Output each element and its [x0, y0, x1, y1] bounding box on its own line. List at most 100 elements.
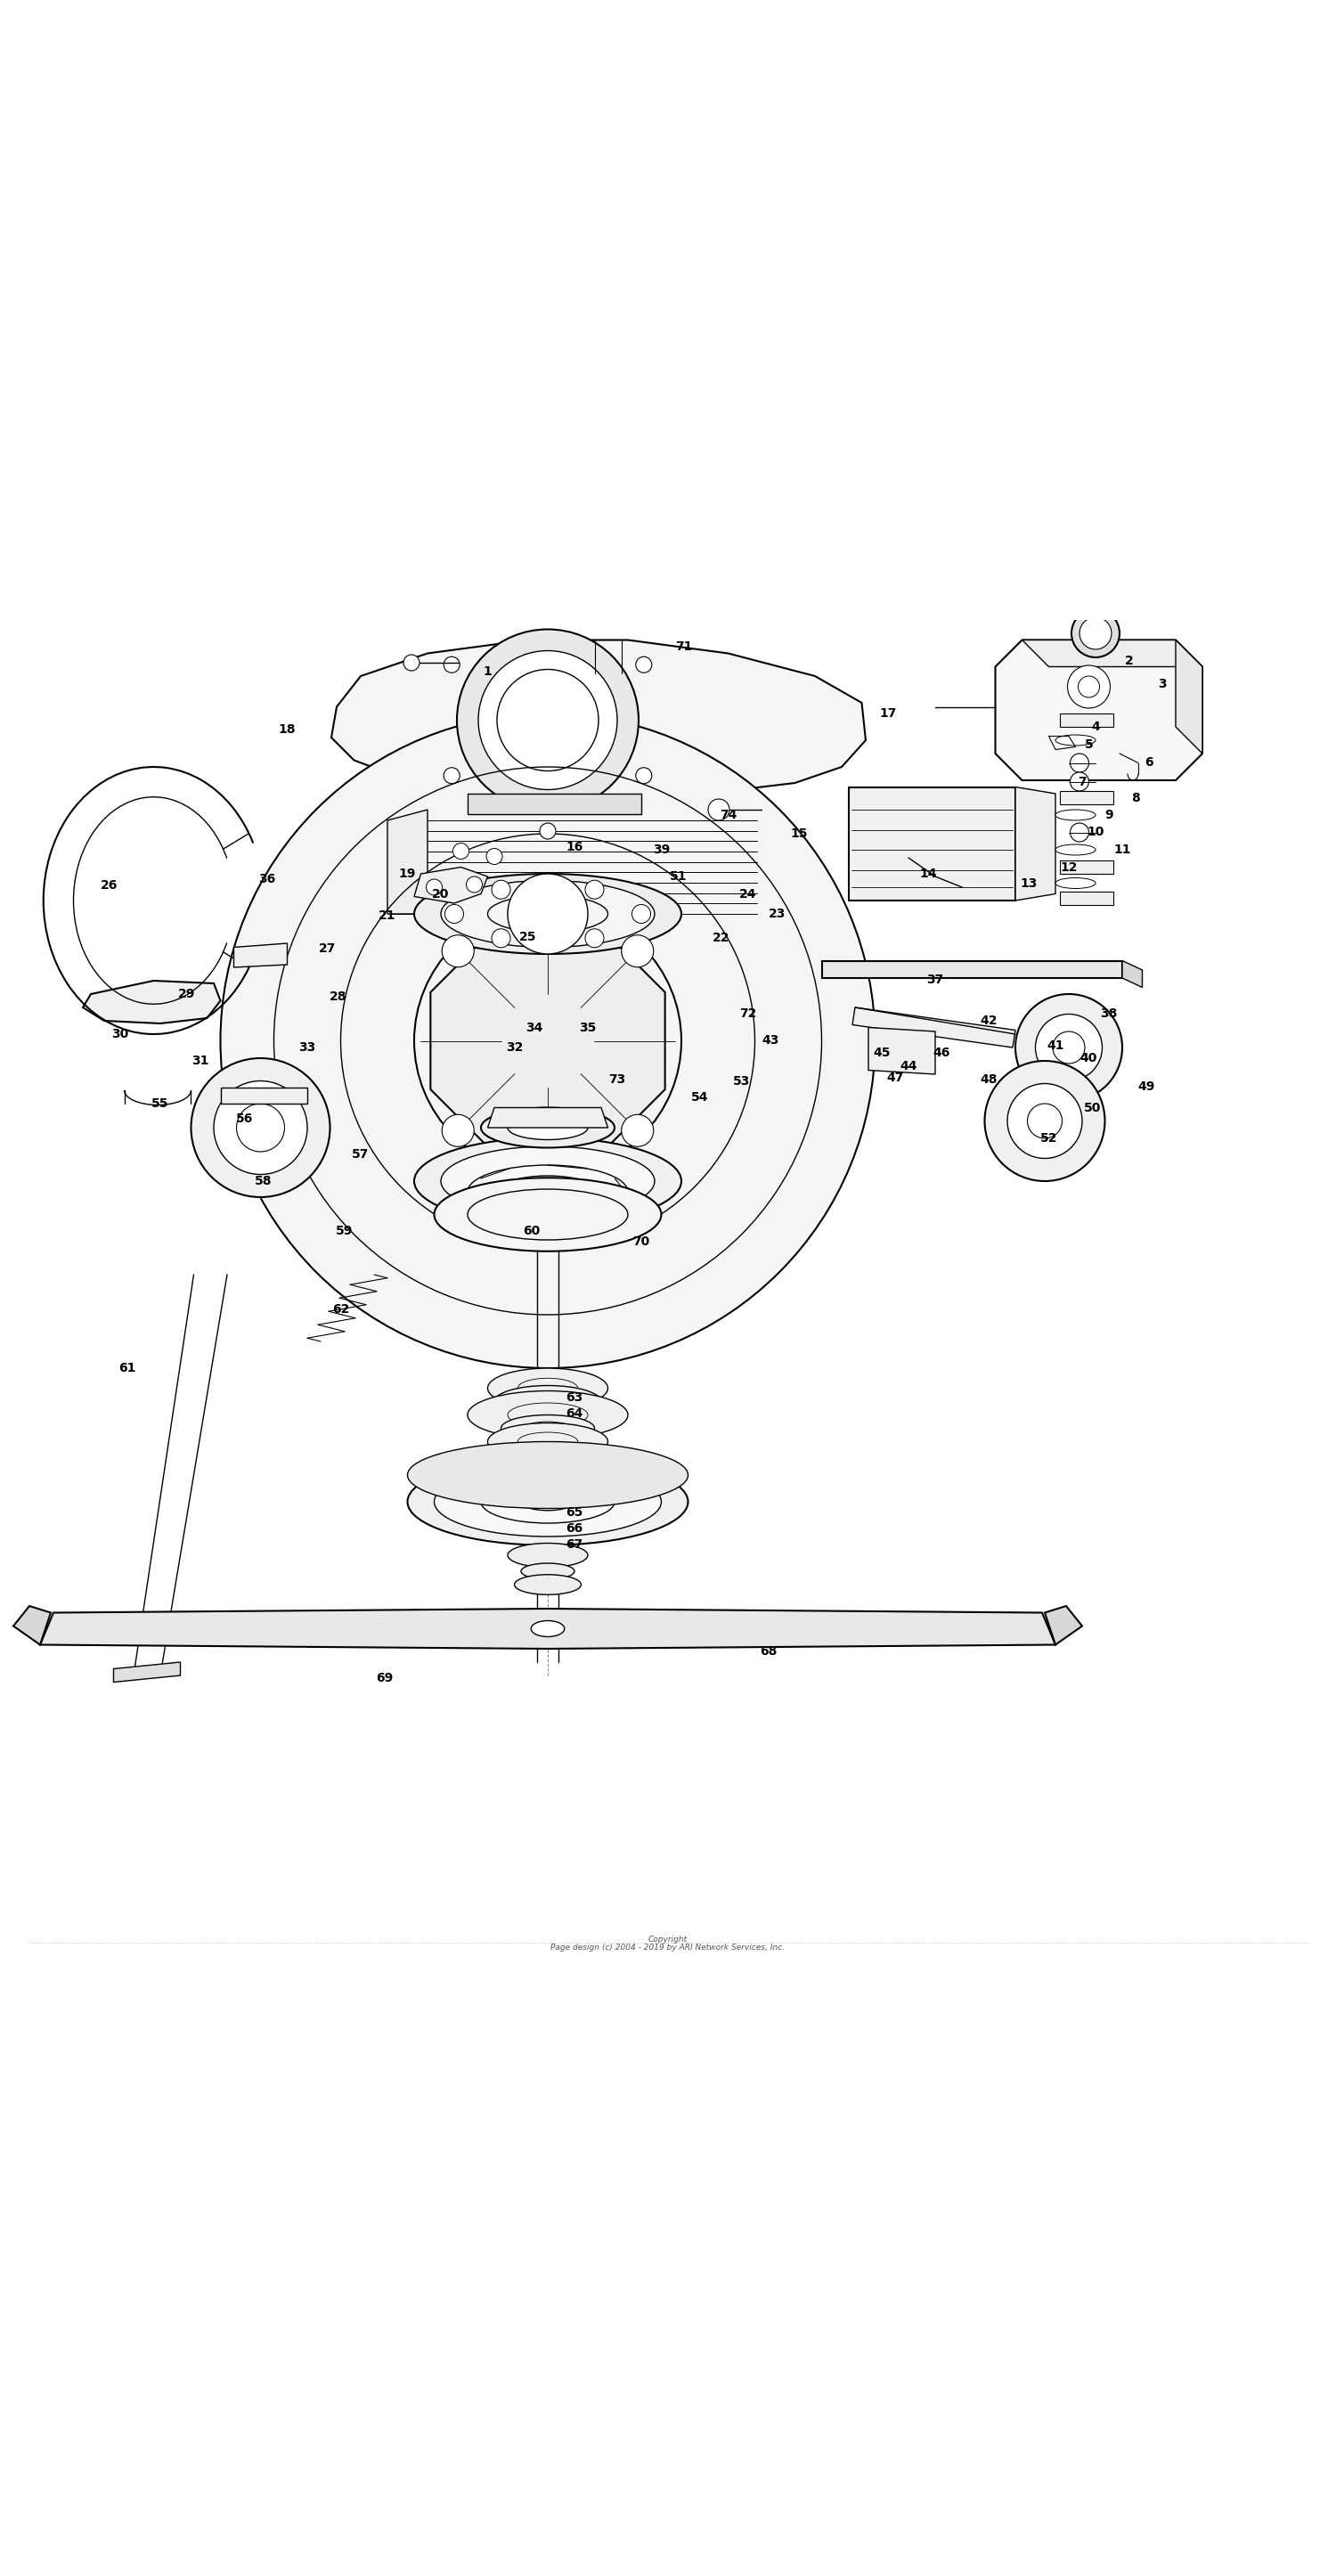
Polygon shape	[488, 1108, 608, 1128]
Polygon shape	[13, 1605, 51, 1643]
Ellipse shape	[414, 1139, 681, 1224]
Circle shape	[1067, 665, 1110, 708]
Circle shape	[1007, 1084, 1082, 1159]
Ellipse shape	[1055, 845, 1096, 855]
Text: 42: 42	[979, 1015, 997, 1028]
Text: 7: 7	[1078, 775, 1086, 788]
Polygon shape	[331, 639, 866, 793]
Polygon shape	[852, 1007, 1015, 1048]
Polygon shape	[40, 1607, 1055, 1649]
Ellipse shape	[1055, 734, 1096, 744]
Polygon shape	[220, 1087, 307, 1103]
Text: Page design (c) 2004 - 2019 by ARI Network Services, Inc.: Page design (c) 2004 - 2019 by ARI Netwo…	[550, 1942, 786, 1953]
Text: 24: 24	[740, 889, 756, 899]
Ellipse shape	[1055, 809, 1096, 819]
Text: 38: 38	[1101, 1007, 1117, 1020]
Polygon shape	[1176, 639, 1202, 755]
Text: 18: 18	[278, 724, 297, 737]
Ellipse shape	[508, 1115, 588, 1139]
Text: 43: 43	[763, 1036, 779, 1046]
Circle shape	[1053, 1030, 1085, 1064]
Text: 60: 60	[524, 1224, 540, 1236]
Text: 44: 44	[900, 1059, 916, 1072]
Polygon shape	[468, 793, 641, 814]
Circle shape	[453, 842, 469, 860]
Ellipse shape	[521, 1188, 574, 1208]
Text: 23: 23	[770, 907, 786, 920]
Text: 50: 50	[1085, 1103, 1101, 1113]
Circle shape	[585, 930, 604, 948]
Polygon shape	[995, 639, 1202, 781]
Circle shape	[1070, 755, 1089, 773]
Text: 45: 45	[874, 1046, 890, 1059]
Circle shape	[403, 654, 420, 670]
Circle shape	[492, 881, 510, 899]
Text: 17: 17	[880, 708, 896, 719]
Circle shape	[585, 881, 604, 899]
Circle shape	[191, 1059, 330, 1198]
Text: 14: 14	[919, 868, 938, 881]
Ellipse shape	[468, 1391, 628, 1440]
Text: Copyright: Copyright	[648, 1937, 688, 1945]
Polygon shape	[430, 925, 665, 1159]
Text: 65: 65	[566, 1507, 582, 1520]
Circle shape	[442, 1115, 474, 1146]
Circle shape	[636, 657, 652, 672]
Ellipse shape	[414, 873, 681, 953]
Polygon shape	[1122, 961, 1142, 987]
Ellipse shape	[488, 1368, 608, 1409]
Circle shape	[540, 600, 556, 618]
Circle shape	[508, 999, 588, 1082]
Polygon shape	[822, 961, 1122, 979]
Ellipse shape	[488, 1422, 608, 1461]
Text: 68: 68	[760, 1646, 776, 1656]
Text: 52: 52	[1039, 1131, 1058, 1144]
Text: 48: 48	[979, 1074, 997, 1087]
Ellipse shape	[481, 1108, 615, 1149]
Polygon shape	[414, 868, 488, 904]
Text: 30: 30	[112, 1028, 128, 1041]
Ellipse shape	[1055, 878, 1096, 889]
Circle shape	[632, 904, 651, 922]
Circle shape	[1070, 773, 1089, 791]
Circle shape	[426, 878, 442, 896]
Circle shape	[444, 768, 460, 783]
Text: 58: 58	[254, 1175, 273, 1188]
Text: 26: 26	[102, 878, 118, 891]
Circle shape	[236, 1103, 285, 1151]
Circle shape	[497, 670, 599, 770]
Ellipse shape	[407, 1458, 688, 1546]
Text: 1: 1	[484, 665, 492, 677]
Circle shape	[1070, 824, 1089, 842]
Text: 6: 6	[1145, 757, 1153, 770]
Text: 16: 16	[566, 840, 582, 853]
Text: 9: 9	[1105, 809, 1113, 822]
Text: 25: 25	[518, 930, 536, 943]
Circle shape	[1071, 611, 1120, 657]
Ellipse shape	[508, 1543, 588, 1566]
Ellipse shape	[441, 881, 655, 948]
Text: 40: 40	[1081, 1051, 1097, 1064]
Text: 73: 73	[609, 1074, 625, 1087]
Circle shape	[478, 652, 617, 791]
Text: 41: 41	[1047, 1041, 1063, 1054]
Text: 10: 10	[1088, 827, 1104, 840]
Text: 29: 29	[179, 987, 195, 999]
Circle shape	[621, 935, 653, 966]
Polygon shape	[848, 786, 1015, 902]
Text: 3: 3	[1158, 677, 1166, 690]
Text: 59: 59	[337, 1224, 353, 1236]
Circle shape	[540, 824, 556, 840]
Text: 34: 34	[526, 1020, 542, 1033]
Text: 63: 63	[566, 1391, 582, 1404]
Text: 71: 71	[676, 641, 692, 652]
Text: 72: 72	[740, 1007, 756, 1020]
Text: 22: 22	[713, 933, 729, 945]
Circle shape	[1035, 1015, 1102, 1082]
Text: 11: 11	[1114, 842, 1130, 855]
Text: 51: 51	[669, 871, 687, 884]
Text: 66: 66	[566, 1522, 582, 1535]
Text: 35: 35	[580, 1020, 596, 1033]
Text: 46: 46	[934, 1046, 950, 1059]
Text: 62: 62	[333, 1303, 349, 1316]
